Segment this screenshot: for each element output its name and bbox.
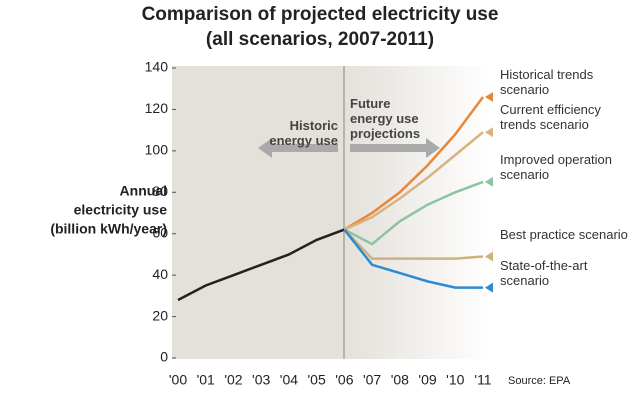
right-arrow	[350, 138, 440, 158]
end-arrow	[485, 127, 493, 138]
annotation-line: energy use	[269, 133, 338, 148]
y-tick-label: 60	[152, 224, 168, 240]
legend-label: Best practice scenario	[500, 226, 628, 242]
series-line	[177, 228, 345, 302]
x-tick-label: '06	[335, 372, 353, 388]
historic-bg	[172, 66, 344, 359]
series-line	[343, 96, 485, 231]
legend-label: Current efficiency trends scenario	[500, 102, 601, 133]
x-tick-label: '04	[280, 372, 298, 388]
series-line	[343, 180, 484, 246]
x-tick-label: '11	[474, 372, 491, 388]
end-arrow	[485, 92, 493, 102]
y-tick-label: 120	[145, 100, 169, 116]
series-line	[343, 228, 484, 260]
annotation-line: projections	[350, 126, 421, 141]
series-line	[343, 131, 484, 231]
x-tick-label: '09	[418, 372, 436, 388]
x-tick-label: '03	[252, 372, 270, 388]
x-tick-label: '07	[363, 372, 381, 388]
annotation: Historic energy use	[269, 118, 338, 148]
annotation-line: energy use	[350, 111, 419, 126]
y-tick-label: 140	[145, 59, 169, 75]
end-arrow	[485, 176, 493, 187]
x-tick-label: '10	[446, 372, 464, 388]
chart-subtitle: (all scenarios, 2007-2011)	[206, 29, 434, 50]
y-axis-label: (billion kWh/year)	[50, 221, 167, 237]
end-arrow	[485, 282, 493, 293]
x-tick-label: '08	[391, 372, 409, 388]
source: Source: EPA	[508, 375, 571, 387]
y-tick-label: 100	[145, 142, 169, 158]
annotation-line: Historic	[289, 118, 338, 133]
x-tick-label: '05	[308, 372, 326, 388]
end-arrow	[485, 251, 493, 262]
chart-title: Comparison of projected electricity use	[142, 4, 499, 25]
series-line	[343, 228, 483, 289]
y-tick-label: 80	[152, 183, 168, 199]
y-tick-label: 40	[152, 266, 168, 282]
y-axis-label: electricity use	[74, 202, 168, 218]
legend-label: Improved operation scenario	[500, 151, 613, 182]
legend-label: Historical trends scenario	[500, 67, 594, 97]
annotation: Future energy use projections	[350, 96, 420, 141]
x-tick-label: '01	[197, 372, 215, 388]
left-arrow	[258, 138, 338, 158]
y-axis-label: Annual	[120, 183, 167, 199]
x-tick-label: '00	[169, 372, 187, 388]
legend-label: State-of-the-art scenario	[500, 257, 588, 288]
future-bg	[344, 66, 492, 359]
y-tick-label: 0	[160, 349, 168, 365]
annotation-line: Future	[350, 96, 391, 111]
y-tick-label: 20	[152, 307, 168, 323]
x-tick-label: '02	[224, 372, 242, 388]
